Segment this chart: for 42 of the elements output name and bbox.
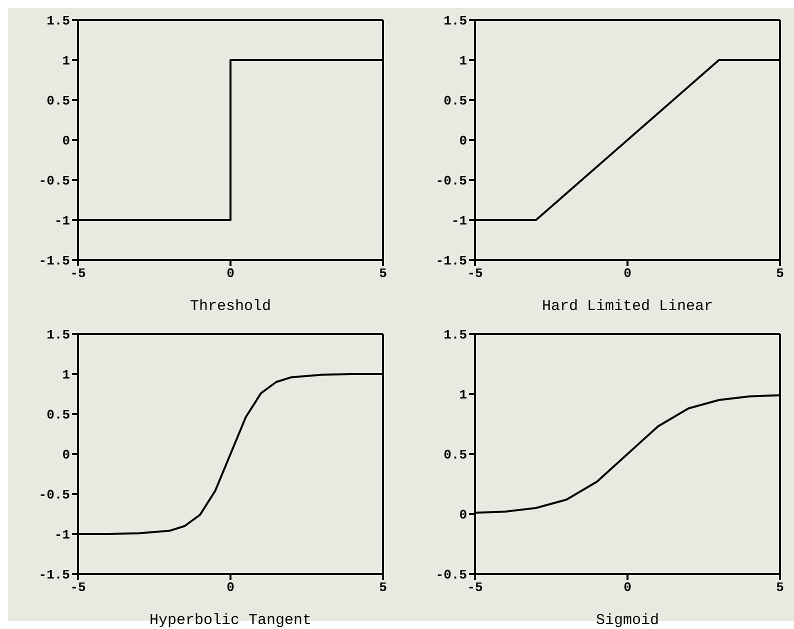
y-tick-label: -1 bbox=[54, 528, 70, 543]
y-tick-label: 0 bbox=[459, 508, 468, 523]
y-tick-label: 0.5 bbox=[444, 94, 468, 109]
x-axis-title: Hard Limited Linear bbox=[542, 298, 714, 315]
x-axis-title: Threshold bbox=[190, 298, 272, 315]
y-tick-label: 1.5 bbox=[444, 328, 468, 343]
y-tick-label: -1 bbox=[54, 214, 70, 229]
x-tick-label: -5 bbox=[70, 580, 86, 596]
x-tick-label: 5 bbox=[776, 580, 784, 596]
y-tick-label: 1.5 bbox=[46, 328, 70, 343]
x-tick-label: 5 bbox=[776, 266, 784, 282]
y-tick-label: 0 bbox=[62, 448, 70, 463]
x-tick-label: -5 bbox=[70, 266, 86, 282]
y-tick-label: -1 bbox=[451, 214, 468, 229]
y-tick-label: -0.5 bbox=[38, 488, 70, 503]
y-tick-label: 1 bbox=[62, 368, 70, 383]
x-tick-label: 0 bbox=[226, 580, 235, 596]
x-tick-label: 5 bbox=[379, 580, 388, 596]
y-tick-label: -1.5 bbox=[38, 568, 70, 583]
y-tick-label: 1 bbox=[62, 54, 70, 69]
x-tick-label: -5 bbox=[467, 266, 483, 282]
y-tick-label: 1.5 bbox=[46, 14, 70, 29]
y-tick-label: 1 bbox=[459, 388, 468, 403]
y-tick-label: -0.5 bbox=[436, 568, 468, 583]
x-axis-title: Sigmoid bbox=[596, 612, 660, 629]
x-tick-label: 0 bbox=[226, 266, 235, 282]
x-tick-label: 0 bbox=[624, 580, 632, 596]
y-tick-label: 0 bbox=[459, 134, 468, 149]
y-tick-label: 0.5 bbox=[46, 94, 70, 109]
y-tick-label: 0.5 bbox=[444, 448, 468, 463]
y-tick-label: 0 bbox=[62, 134, 70, 149]
x-tick-label: -5 bbox=[467, 580, 483, 596]
x-tick-label: 0 bbox=[624, 266, 632, 282]
x-tick-label: 5 bbox=[379, 266, 388, 282]
y-tick-label: -0.5 bbox=[436, 174, 468, 189]
y-tick-label: -0.5 bbox=[38, 174, 70, 189]
y-tick-label: 1.5 bbox=[444, 14, 468, 29]
y-tick-label: -1.5 bbox=[38, 254, 70, 269]
y-tick-label: 1 bbox=[459, 54, 468, 69]
x-axis-title: Hyperbolic Tangent bbox=[149, 612, 312, 629]
y-tick-label: 0.5 bbox=[46, 408, 70, 423]
y-tick-label: -1.5 bbox=[436, 254, 468, 269]
